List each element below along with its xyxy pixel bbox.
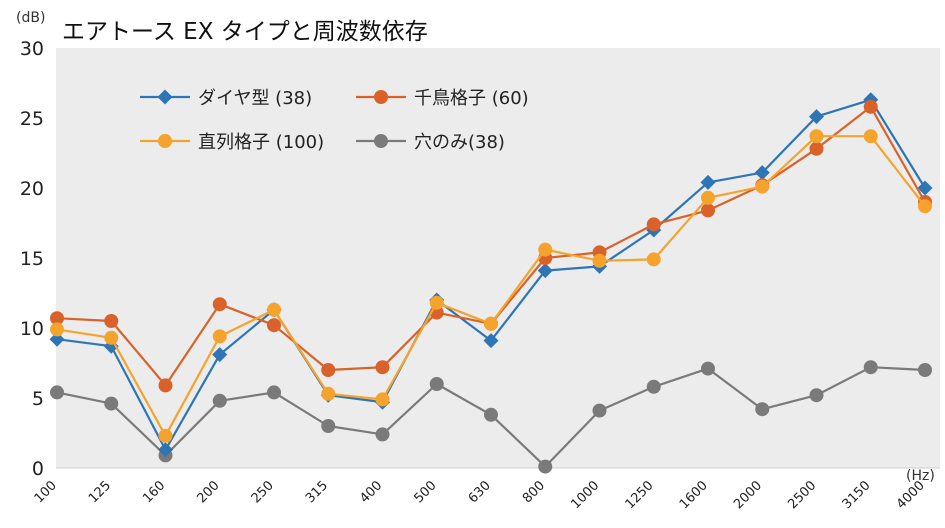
data-point: [863, 99, 878, 114]
x-tick-label: 250: [249, 478, 277, 506]
x-axis-unit: (Hz): [906, 468, 935, 484]
x-tick-label: 630: [466, 478, 494, 506]
x-tick-label: 100: [32, 478, 60, 506]
y-tick-label: 0: [32, 458, 44, 480]
data-point: [429, 377, 444, 391]
data-point: [537, 263, 553, 279]
data-point: [646, 252, 661, 267]
data-point: [701, 361, 715, 376]
chart-title: エアトース EX タイプと周波数依存: [62, 19, 428, 45]
data-point: [49, 331, 65, 347]
y-tick-label: 25: [20, 108, 44, 130]
data-point: [863, 129, 878, 144]
data-point: [267, 318, 281, 333]
data-point: [755, 179, 770, 194]
data-point: [212, 297, 227, 312]
legend-item-4: 穴のみ(38): [356, 132, 505, 153]
y-tick-label: 20: [20, 178, 44, 200]
y-tick-label: 10: [20, 318, 44, 340]
data-point: [321, 386, 336, 401]
data-point: [267, 302, 281, 317]
data-point: [918, 199, 932, 214]
x-tick-label: 3150: [840, 478, 874, 512]
data-point: [483, 333, 499, 349]
data-point: [429, 295, 444, 310]
legend-marker: [374, 134, 388, 148]
x-tick-label: 800: [520, 478, 548, 506]
x-tick-label: 2500: [785, 478, 819, 512]
data-point: [646, 379, 661, 394]
legend-label: 穴のみ(38): [414, 132, 505, 153]
data-point: [104, 330, 119, 345]
data-point: [701, 203, 715, 218]
data-point: [104, 396, 119, 411]
legend-item-2: 千鳥格子 (60): [356, 88, 529, 109]
data-point: [321, 419, 336, 433]
data-point: [538, 242, 553, 257]
x-tick-label: 2000: [731, 478, 765, 512]
data-point: [375, 427, 390, 442]
data-point: [917, 180, 933, 196]
plot-area: [56, 48, 940, 468]
x-tick-labels: 100 125 160 200 250 315 400 500 630 800 1000 1250 16…: [32, 478, 928, 512]
data-point: [809, 129, 824, 144]
legend-marker: [374, 90, 388, 104]
x-tick-label: 200: [194, 478, 222, 506]
x-tick-label: 500: [411, 478, 439, 506]
legend: ダイヤ型 (38) 千鳥格子 (60) 直列格子 (100) 穴のみ(38): [140, 88, 529, 153]
data-point: [755, 402, 770, 417]
data-point: [809, 109, 824, 125]
legend-marker: [158, 134, 172, 148]
data-point: [863, 360, 878, 375]
data-point: [809, 388, 824, 403]
legend-marker: [157, 89, 173, 105]
data-point: [754, 165, 770, 181]
legend-label: 直列格子 (100): [198, 132, 324, 153]
data-point: [484, 316, 498, 331]
series-group: [49, 92, 933, 474]
legend-label: 千鳥格子 (60): [414, 88, 529, 109]
data-point: [50, 385, 64, 400]
data-point: [267, 385, 281, 400]
legend-item-1: ダイヤ型 (38): [140, 88, 312, 109]
data-point: [104, 314, 119, 328]
data-point: [212, 393, 227, 408]
data-point: [321, 363, 336, 377]
data-point: [158, 442, 173, 458]
data-point: [700, 174, 716, 190]
data-point: [50, 322, 64, 337]
data-point: [918, 363, 932, 377]
x-tick-label: 125: [86, 478, 114, 506]
data-point: [158, 378, 173, 393]
data-point: [375, 360, 390, 375]
x-tick-label: 160: [140, 478, 168, 506]
data-point: [158, 428, 173, 443]
y-tick-label: 30: [20, 38, 44, 60]
data-point: [212, 347, 228, 363]
data-point: [592, 253, 607, 268]
legend-item-3: 直列格子 (100): [140, 132, 324, 153]
data-point: [50, 311, 64, 326]
x-tick-label: 315: [303, 478, 331, 506]
y-axis-unit: (dB): [16, 10, 46, 26]
data-point: [701, 190, 715, 205]
x-tick-label: 1600: [677, 478, 711, 512]
x-tick-label: 1250: [623, 478, 657, 512]
data-point: [646, 217, 661, 232]
y-tick-label: 15: [20, 248, 44, 270]
data-point: [484, 407, 498, 422]
data-point: [212, 329, 227, 344]
data-point: [375, 392, 390, 407]
x-tick-label: 1000: [568, 478, 602, 512]
data-point: [592, 403, 607, 418]
x-tick-label: 4000: [894, 478, 928, 512]
y-tick-label: 5: [32, 388, 44, 410]
legend-label: ダイヤ型 (38): [198, 88, 312, 109]
data-point: [809, 141, 824, 156]
series-3: [50, 129, 932, 443]
data-point: [538, 459, 553, 474]
x-tick-label: 400: [357, 478, 385, 506]
y-tick-labels: 0 5 10 15 20 25 30: [20, 38, 44, 480]
